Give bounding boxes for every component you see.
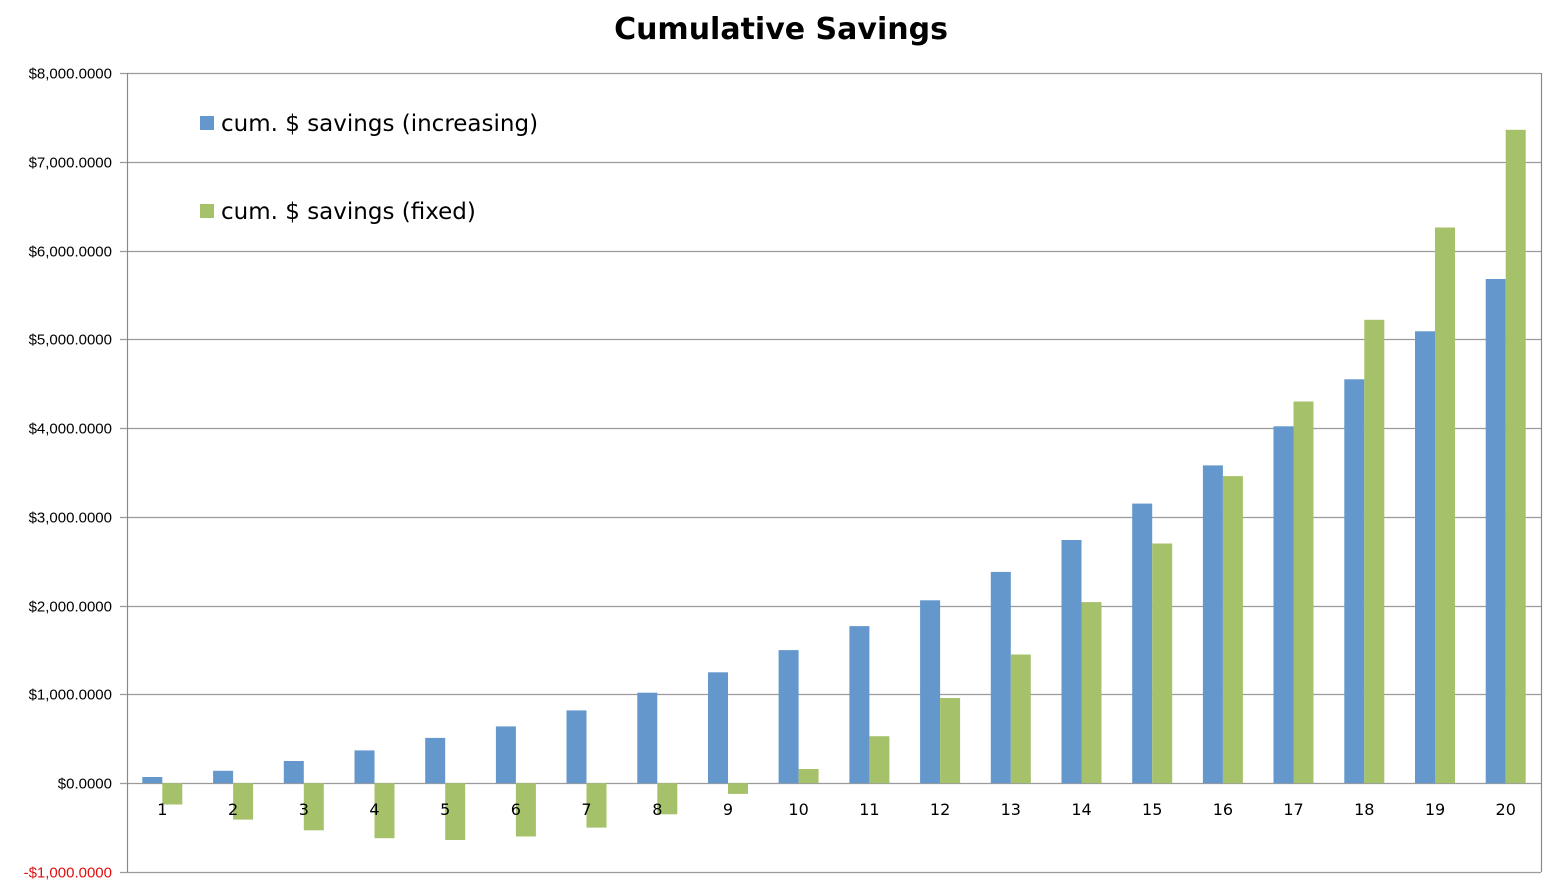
bar-increasing xyxy=(778,650,799,784)
x-tick-label: 8 xyxy=(652,800,662,819)
bar-increasing xyxy=(1061,540,1082,784)
legend-swatch-increasing xyxy=(200,116,214,130)
legend-swatch-fixed xyxy=(200,204,214,218)
legend-label-increasing: cum. $ savings (increasing) xyxy=(221,111,538,137)
x-tick-label: 20 xyxy=(1496,800,1516,819)
x-tick-label: 7 xyxy=(581,800,591,819)
bar-fixed xyxy=(515,783,536,837)
bar-fixed xyxy=(798,769,819,784)
x-tick-label: 19 xyxy=(1425,800,1445,819)
bar-increasing xyxy=(213,770,234,784)
bar-fixed xyxy=(1010,654,1031,784)
gridlines xyxy=(120,72,1543,874)
x-tick-label: 4 xyxy=(369,800,379,819)
bar-fixed xyxy=(162,783,183,805)
x-tick-label: 3 xyxy=(299,800,309,819)
x-tick-label: 18 xyxy=(1354,800,1374,819)
bar-increasing xyxy=(708,672,728,784)
bar-increasing xyxy=(637,692,658,784)
bar-increasing xyxy=(1415,331,1435,784)
x-tick-label: 6 xyxy=(511,800,521,819)
bar-fixed xyxy=(1364,319,1385,784)
bar-fixed xyxy=(1435,227,1455,784)
bar-fixed xyxy=(445,783,466,840)
bar-fixed xyxy=(1152,543,1173,784)
bar-increasing xyxy=(354,750,375,784)
x-tick-label: 15 xyxy=(1142,800,1162,819)
x-tick-label: 13 xyxy=(1001,800,1021,819)
x-tick-label: 10 xyxy=(788,800,808,819)
y-tick-label: $6,000.0000 xyxy=(29,244,112,261)
y-tick-label: -$1,000.0000 xyxy=(24,865,112,882)
y-tick-label: $5,000.0000 xyxy=(29,332,112,349)
y-tick-label: $7,000.0000 xyxy=(29,155,112,172)
y-tick-label: $2,000.0000 xyxy=(29,599,112,616)
bar-fixed xyxy=(1505,129,1526,784)
y-tick-label: $3,000.0000 xyxy=(29,510,112,527)
bar-fixed xyxy=(374,783,395,839)
x-tick-label: 9 xyxy=(723,800,733,819)
bar-fixed xyxy=(1222,476,1243,784)
x-axis-tick-labels: 1 2 3 4 5 6 7 8 9 10 11 12 13 14 15 16 17 18 19 20 xyxy=(157,800,1516,819)
bar-increasing xyxy=(1132,503,1153,784)
bar-increasing xyxy=(283,761,304,784)
y-axis-tick-labels: -$1,000.0000 $0.0000 $1,000.0000 $2,000.000… xyxy=(24,66,112,882)
bar-increasing xyxy=(1273,426,1294,784)
x-tick-label: 14 xyxy=(1071,800,1091,819)
bar-increasing xyxy=(566,710,587,784)
bar-fixed xyxy=(728,783,748,794)
y-tick-label: $0.0000 xyxy=(58,776,112,793)
bar-increasing xyxy=(1202,465,1223,784)
bar-increasing xyxy=(142,777,163,784)
x-tick-label: 2 xyxy=(228,800,238,819)
bar-increasing xyxy=(990,571,1011,784)
bar-fixed xyxy=(303,783,324,831)
bar-increasing xyxy=(495,726,516,784)
bar-fixed xyxy=(940,698,961,784)
bar-fixed xyxy=(586,783,607,828)
bar-increasing xyxy=(849,626,870,784)
bar-fixed xyxy=(233,783,254,820)
bar-fixed xyxy=(1081,602,1102,784)
x-tick-label: 16 xyxy=(1213,800,1233,819)
x-tick-label: 17 xyxy=(1283,800,1303,819)
y-tick-label: $4,000.0000 xyxy=(29,421,112,438)
bar-fixed xyxy=(869,736,890,784)
bar-fixed xyxy=(1293,401,1314,784)
chart-title: Cumulative Savings xyxy=(614,12,948,47)
x-tick-label: 1 xyxy=(157,800,167,819)
bar-fixed xyxy=(657,783,678,815)
bars xyxy=(142,129,1526,840)
x-tick-label: 5 xyxy=(440,800,450,819)
x-tick-label: 12 xyxy=(930,800,950,819)
legend: cum. $ savings (increasing) cum. $ saving… xyxy=(200,111,538,225)
x-tick-label: 11 xyxy=(859,800,879,819)
bar-increasing xyxy=(920,600,941,784)
bar-increasing xyxy=(425,737,446,784)
y-tick-label: $1,000.0000 xyxy=(29,687,112,704)
legend-label-fixed: cum. $ savings (fixed) xyxy=(221,199,476,225)
bar-increasing xyxy=(1485,279,1506,784)
bar-increasing xyxy=(1344,379,1365,784)
y-tick-label: $8,000.0000 xyxy=(29,66,112,83)
